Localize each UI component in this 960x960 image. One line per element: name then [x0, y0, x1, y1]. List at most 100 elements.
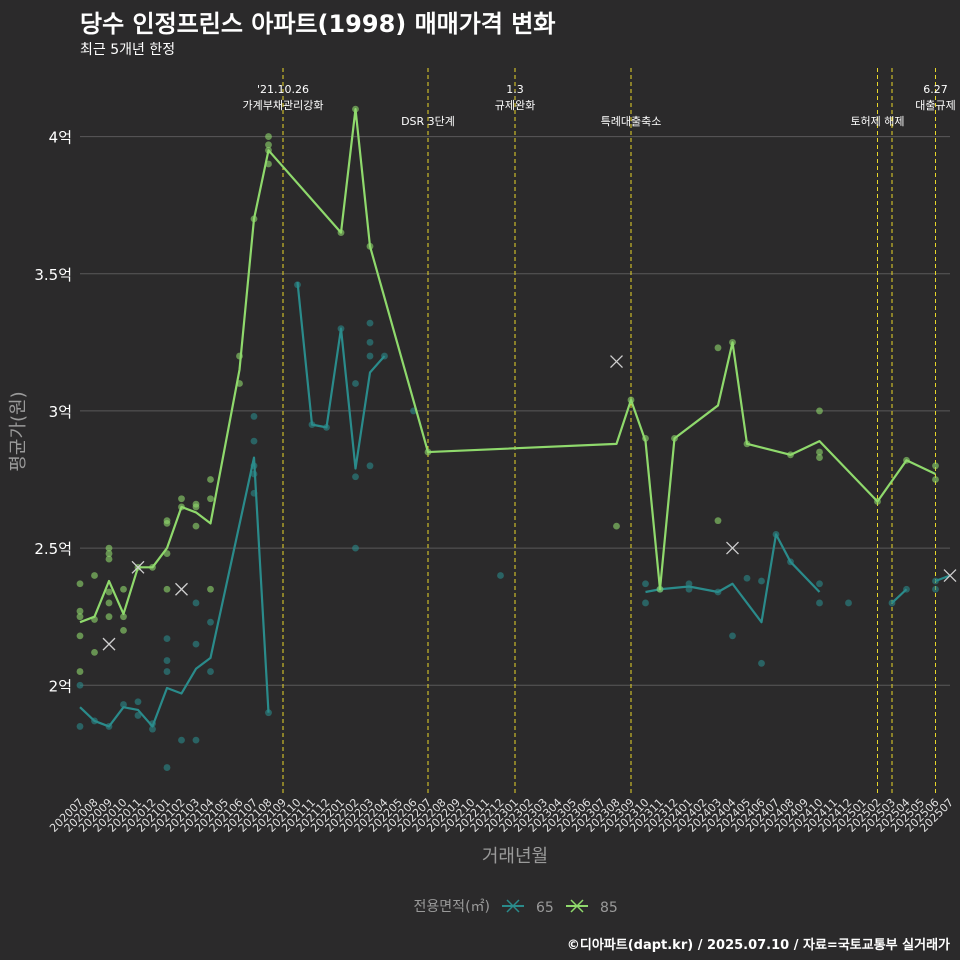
data-point-65: [76, 681, 84, 689]
event-label: 가계부채관리강화: [243, 99, 324, 112]
data-point-85: [265, 141, 272, 149]
x-marker-65: [726, 541, 739, 555]
data-point-65: [758, 577, 765, 585]
data-point-85: [76, 607, 84, 615]
data-point-85: [105, 613, 113, 621]
data-point-85: [714, 344, 722, 352]
data-point-85: [163, 585, 171, 593]
legend-item-65: 65: [502, 899, 554, 916]
data-point-85: [192, 522, 200, 530]
data-point-85: [207, 585, 214, 593]
data-point-65: [192, 599, 200, 607]
data-point-85: [265, 133, 272, 140]
data-point-85: [120, 585, 127, 593]
data-point-65: [366, 462, 374, 470]
data-point-65: [366, 338, 374, 346]
data-point-85: [613, 522, 620, 530]
event-label: 특례대출축소: [601, 115, 662, 128]
data-point-85: [105, 588, 113, 596]
y-axis-label: 평균가(원): [8, 391, 29, 471]
data-point-65: [932, 585, 939, 593]
data-point-85: [105, 555, 113, 563]
data-point-85: [76, 632, 84, 640]
x-marker-65: [175, 582, 188, 596]
event-label: '21.10.26: [257, 83, 309, 96]
data-point-85: [120, 613, 127, 621]
data-point-65: [729, 632, 736, 640]
y-tick-label: 2억: [49, 677, 72, 695]
data-point-65: [163, 657, 171, 664]
data-point-65: [366, 352, 374, 360]
series-line-65: [79, 456, 270, 728]
data-point-85: [192, 503, 200, 511]
data-point-65: [366, 319, 374, 327]
data-point-65: [352, 380, 359, 387]
data-point-85: [105, 544, 113, 552]
data-point-65: [642, 599, 649, 607]
data-point-65: [163, 635, 171, 643]
series-line-65: [935, 574, 951, 583]
legend-label: 65: [536, 900, 554, 916]
data-point-65: [250, 437, 258, 445]
event-label: 1.3: [506, 83, 524, 96]
series-line-65: [891, 588, 908, 604]
data-point-65: [163, 668, 171, 675]
data-point-85: [816, 448, 823, 456]
data-point-65: [352, 473, 359, 481]
data-point-65: [120, 701, 127, 708]
source-caption: ©디아파트(dapt.kr) / 2025.07.10 / 자료=국토교통부 실…: [566, 938, 950, 953]
data-point-85: [105, 599, 113, 607]
data-point-65: [743, 574, 751, 582]
data-point-85: [178, 495, 185, 503]
data-point-65: [134, 712, 142, 719]
event-label: DSR 3단계: [401, 115, 455, 128]
data-point-85: [816, 454, 823, 461]
data-point-85: [91, 648, 98, 656]
data-point-65: [192, 736, 200, 744]
data-point-65: [149, 725, 156, 733]
x-marker-65: [943, 569, 957, 582]
y-tick-label: 3.5억: [34, 266, 72, 284]
event-label: 규제완화: [495, 99, 535, 112]
data-point-85: [816, 407, 823, 415]
legend-label: 85: [600, 900, 618, 916]
data-point-65: [642, 580, 649, 588]
data-point-65: [758, 659, 765, 667]
series-line-65: [645, 533, 821, 624]
data-point-85: [932, 462, 939, 470]
x-marker-85: [102, 637, 116, 651]
y-tick-label: 4억: [49, 129, 72, 147]
legend-swatch-x: [506, 899, 520, 913]
legend-title: 전용면적(㎡): [414, 899, 490, 915]
data-point-65: [845, 599, 852, 607]
data-point-85: [932, 476, 939, 483]
event-label: 대출규제: [915, 99, 955, 112]
event-label: 토허제 해제: [850, 114, 904, 128]
data-point-85: [105, 550, 113, 557]
x-marker-85: [610, 355, 623, 369]
legend-swatch-x: [570, 899, 584, 913]
data-point-65: [76, 723, 84, 730]
data-point-65: [250, 413, 258, 420]
data-point-65: [816, 580, 823, 588]
y-tick-label: 2.5억: [34, 540, 72, 558]
data-point-65: [685, 580, 693, 588]
legend-item-85: 85: [566, 899, 618, 916]
event-label: 6.27: [923, 83, 948, 96]
chart-title: 당수 인정프린스 아파트(1998) 매매가격 변화: [80, 10, 556, 38]
data-point-65: [207, 618, 214, 626]
data-point-65: [497, 572, 504, 579]
data-point-65: [192, 640, 200, 648]
data-point-65: [207, 668, 214, 675]
series-line-65: [296, 281, 386, 470]
data-point-85: [76, 668, 84, 675]
data-point-85: [76, 580, 84, 588]
data-point-85: [120, 626, 127, 634]
data-point-65: [134, 698, 142, 706]
data-point-65: [352, 544, 359, 552]
data-point-65: [163, 764, 171, 771]
data-point-65: [178, 736, 185, 744]
data-point-85: [207, 476, 214, 483]
data-point-85: [714, 517, 722, 525]
